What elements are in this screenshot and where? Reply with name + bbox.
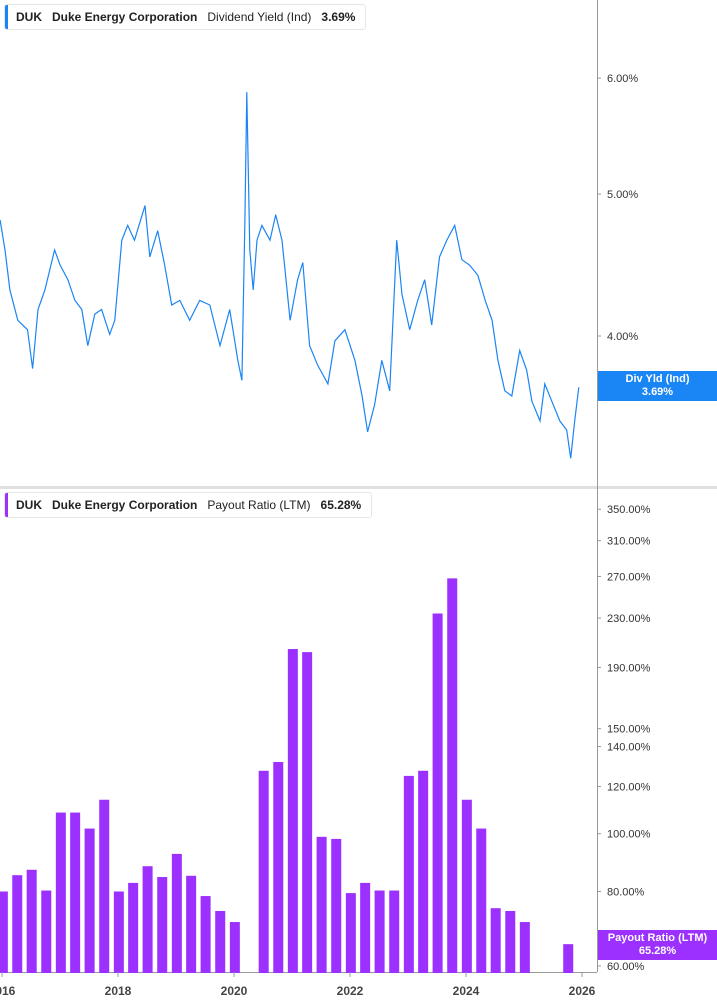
payout-bar xyxy=(99,799,110,973)
payout-bar xyxy=(12,875,23,973)
legend-metric: Dividend Yield (Ind) xyxy=(207,10,312,24)
payout-legend: DUK Duke Energy Corporation Payout Ratio… xyxy=(4,492,373,518)
yield-tag-value: 3.69% xyxy=(641,386,674,398)
payout-bar xyxy=(389,890,400,973)
payout-bar xyxy=(418,770,429,973)
yield-tag-label: Div Yld (Ind) xyxy=(625,373,690,385)
payout-bar xyxy=(345,893,356,973)
payout-bar xyxy=(200,896,211,973)
legend-metric: Payout Ratio (LTM) xyxy=(207,498,311,512)
legend-ticker: DUK xyxy=(16,10,42,24)
payout-bar xyxy=(287,649,298,973)
payout-tag-label: Payout Ratio (LTM) xyxy=(607,932,708,944)
yield-legend: DUK Duke Energy Corporation Dividend Yie… xyxy=(4,4,367,30)
payout-bar xyxy=(563,944,574,973)
payout-bar xyxy=(70,812,81,973)
payout-bar xyxy=(302,652,313,973)
y-tick-label: 100.00% xyxy=(607,829,651,841)
payout-bar xyxy=(157,877,168,973)
payout-bar xyxy=(142,866,153,973)
payout-price-tag: Payout Ratio (LTM) 65.28% xyxy=(598,930,717,960)
payout-bar xyxy=(229,922,240,973)
x-tick-label: 2018 xyxy=(105,984,132,998)
legend-value: 3.69% xyxy=(321,10,356,24)
payout-bar xyxy=(505,910,516,973)
y-tick-label: 310.00% xyxy=(607,536,651,548)
yield-price-tag: Div Yld (Ind) 3.69% xyxy=(598,371,717,401)
y-tick-label: 60.00% xyxy=(607,961,645,973)
y-tick-label: 80.00% xyxy=(607,886,645,898)
payout-bar xyxy=(331,838,342,973)
x-tick-label: 2020 xyxy=(221,984,248,998)
y-tick-label: 4.00% xyxy=(607,331,638,343)
payout-bar xyxy=(26,869,37,973)
payout-bar xyxy=(128,882,139,973)
payout-bar xyxy=(360,882,371,973)
payout-bar xyxy=(447,578,458,973)
payout-bar xyxy=(215,910,226,973)
x-tick-label: 2024 xyxy=(453,984,480,998)
y-tick-label: 270.00% xyxy=(607,571,651,583)
legend-company: Duke Energy Corporation xyxy=(52,10,198,24)
y-tick-label: 6.00% xyxy=(607,73,638,85)
payout-bar xyxy=(0,891,8,973)
yield-line xyxy=(0,92,580,459)
payout-bar xyxy=(113,891,124,973)
payout-tag-value: 65.28% xyxy=(638,945,677,957)
payout-bar xyxy=(476,828,487,973)
y-tick-label: 140.00% xyxy=(607,742,651,754)
payout-bar xyxy=(403,775,414,973)
payout-bar xyxy=(273,761,284,973)
payout-bar xyxy=(432,613,443,973)
y-tick-label: 230.00% xyxy=(607,613,651,625)
y-tick-label: 120.00% xyxy=(607,781,651,793)
x-tick-label: 2022 xyxy=(337,984,364,998)
payout-bar xyxy=(41,890,52,973)
payout-bar xyxy=(186,875,197,973)
legend-company: Duke Energy Corporation xyxy=(52,498,198,512)
payout-bar xyxy=(55,812,66,973)
x-tick-label: 2016 xyxy=(0,984,16,998)
y-tick-label: 5.00% xyxy=(607,189,638,201)
payout-bar xyxy=(171,853,182,973)
legend-ticker: DUK xyxy=(16,498,42,512)
y-tick-label: 150.00% xyxy=(607,724,651,736)
x-tick-label: 2026 xyxy=(569,984,596,998)
payout-bar xyxy=(490,908,501,973)
payout-bar xyxy=(84,828,95,973)
payout-bar xyxy=(374,890,385,973)
payout-bar xyxy=(461,799,472,973)
y-tick-label: 190.00% xyxy=(607,662,651,674)
y-tick-label: 350.00% xyxy=(607,504,651,516)
payout-bar xyxy=(316,836,327,973)
payout-bar xyxy=(258,770,269,973)
payout-legend-swatch xyxy=(5,493,8,517)
yield-legend-swatch xyxy=(5,5,8,29)
legend-value: 65.28% xyxy=(320,498,362,512)
payout-bar xyxy=(519,922,530,973)
